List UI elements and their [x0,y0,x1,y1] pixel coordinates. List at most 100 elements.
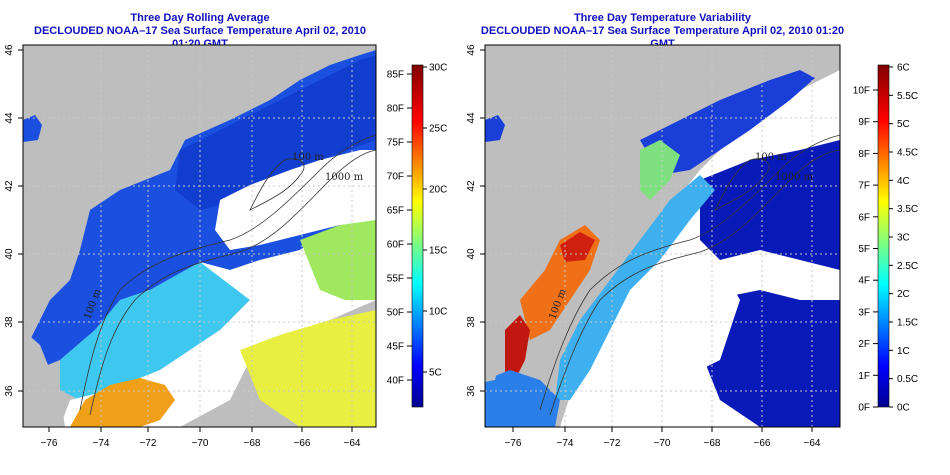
left-lon-tick-label: −74 [93,438,110,449]
colorbar-tick-label: 4F [858,276,870,287]
left-lon-tick-label: −68 [244,438,261,449]
right-var-low-east [700,140,840,270]
colorbar-tick-label: 7F [858,181,870,192]
right-var-southwest [485,370,560,427]
left-colorbar: 40F 45F 50F 55F 60F 65F 70F 75F 80F 85F 5C 10C 15C 2… [387,63,447,408]
colorbar-tick-label: 15C [429,246,447,257]
colorbar-tick-label: 5.5C [897,91,918,102]
right-bay-feature [485,115,505,142]
right-var-mid-shelf [555,175,715,400]
colorbar-tick-label: 6C [897,63,910,74]
right-lon-tick-label: −64 [804,438,821,449]
right-colorbar-celsius: 0C 0.5C 1C 1.5C 2C 2.5C 3C 3.5C 4C 4.5C 5C 5.5C 6C [889,63,918,414]
left-bay-feature [23,115,42,142]
colorbar-tick-label: 55F [387,274,404,285]
colorbar-tick-label: 3F [858,307,870,318]
colorbar-tick-label: 10C [429,307,447,318]
right-lon-tick-label: −68 [704,438,721,449]
colorbar-tick-label: 2F [858,339,870,350]
colorbar-tick-label: 30C [429,63,447,74]
right-var-low-southeast [700,290,840,427]
right-colorbar-gradient [877,64,890,408]
left-lon-tick-label: −66 [294,438,311,449]
left-grid [23,45,376,427]
colorbar-tick-label: 50F [387,308,404,319]
left-map-panel: 100 m 1000 m 100 m −76 −74 −72 −70 −68 −… [4,44,447,449]
colorbar-tick-label: 3C [897,233,910,244]
left-lon-tick-label: −76 [41,438,58,449]
right-lat-tick-label: 40 [466,248,477,260]
right-lon-tick-label: −70 [654,438,671,449]
colorbar-tick-label: 10F [853,86,870,97]
colorbar-tick-label: 0.5C [897,374,918,385]
colorbar-tick-label: 80F [387,104,404,115]
left-lat-tick-label: 40 [4,248,15,260]
left-map-title-line1: Three Day Rolling Average [130,12,270,24]
left-colorbar-gradient [411,64,424,408]
left-lon-tick-label: −64 [344,438,361,449]
colorbar-tick-label: 1C [897,346,910,357]
left-contour-label-2: 1000 m [325,172,364,183]
right-lon-tick-label: −66 [754,438,771,449]
colorbar-tick-label: 75F [387,138,404,149]
left-contour-label-1: 100 m [292,152,324,163]
colorbar-tick-label: 8F [858,149,870,160]
left-coastline-land-south [23,330,65,427]
colorbar-tick-label: 25C [429,124,447,135]
left-lon-tick-label: −72 [140,438,157,449]
colorbar-tick-label: 45F [387,342,404,353]
right-var-green [640,140,680,200]
right-map-panel: 100 m 1000 m 100 m −76 −74 −72 −70 −68 −… [466,44,918,449]
left-sst-shelf-cyan [60,262,250,400]
left-lat-tick-label: 36 [4,385,15,397]
colorbar-tick-label: 40F [387,376,404,387]
right-map-title-line1: Three Day Temperature Variability [573,12,752,24]
colorbar-tick-label: 65F [387,206,404,217]
left-colorbar-fahrenheit: 40F 45F 50F 55F 60F 65F 70F 75F 80F 85F [387,70,412,387]
left-lat-axis: 36 38 40 42 44 46 [4,44,23,397]
right-lon-axis: −76 −74 −72 −70 −68 −66 −64 [505,427,821,449]
left-sst-gulfstream [70,378,175,427]
right-var-high-red [505,315,530,380]
colorbar-tick-label: 1F [858,371,870,382]
left-nodata-region [60,230,376,427]
right-lat-tick-label: 36 [466,385,477,397]
right-contour-label-1: 100 m [755,152,787,163]
left-lon-axis: −76 −74 −72 −70 −68 −66 −64 [41,427,361,449]
colorbar-tick-label: 0C [897,403,910,414]
right-var-low-north [640,70,815,175]
right-lat-axis: 36 38 40 42 44 46 [466,44,485,397]
colorbar-tick-label: 4.5C [897,148,918,159]
colorbar-tick-label: 85F [387,70,404,81]
left-colorbar-celsius: 5C 10C 15C 20C 25C 30C [423,63,447,379]
colorbar-tick-label: 5F [858,244,870,255]
left-nodata-north [215,150,376,250]
colorbar-tick-label: 2C [897,289,910,300]
left-lon-tick-label: −70 [192,438,209,449]
right-nodata-patch [620,260,740,380]
colorbar-tick-label: 2.5C [897,261,918,272]
left-lat-tick-label: 46 [4,44,15,56]
colorbar-tick-label: 3.5C [897,204,918,215]
left-lat-tick-label: 38 [4,316,15,328]
right-colorbar-fahrenheit: 0F 1F 2F 3F 4F 5F 6F 7F 8F 9F 10F [853,86,878,414]
left-sst-warm-yellow [240,310,376,427]
right-contour-label-2: 1000 m [775,172,814,183]
right-lat-tick-label: 42 [466,180,477,192]
colorbar-tick-label: 70F [387,172,404,183]
left-coastline-land [23,45,140,270]
colorbar-tick-label: 5C [897,119,910,130]
left-lat-tick-label: 44 [4,112,15,124]
right-map-title: Three Day Temperature Variability DECLOU… [480,12,845,51]
left-sst-deep-blue [175,55,376,210]
right-coastline-land [485,45,610,265]
right-lat-tick-label: 38 [466,316,477,328]
left-bathymetry-contours [79,134,376,416]
right-bathymetry-contours [539,134,840,416]
colorbar-tick-label: 4C [897,176,910,187]
colorbar-tick-label: 60F [387,240,404,251]
colorbar-tick-label: 0F [858,403,870,414]
right-colorbar: 0F 1F 2F 3F 4F 5F 6F 7F 8F 9F 10F 0C 0.5C 1C 1.5C 2C 2.… [853,63,918,414]
colorbar-tick-label: 1.5C [897,318,918,329]
